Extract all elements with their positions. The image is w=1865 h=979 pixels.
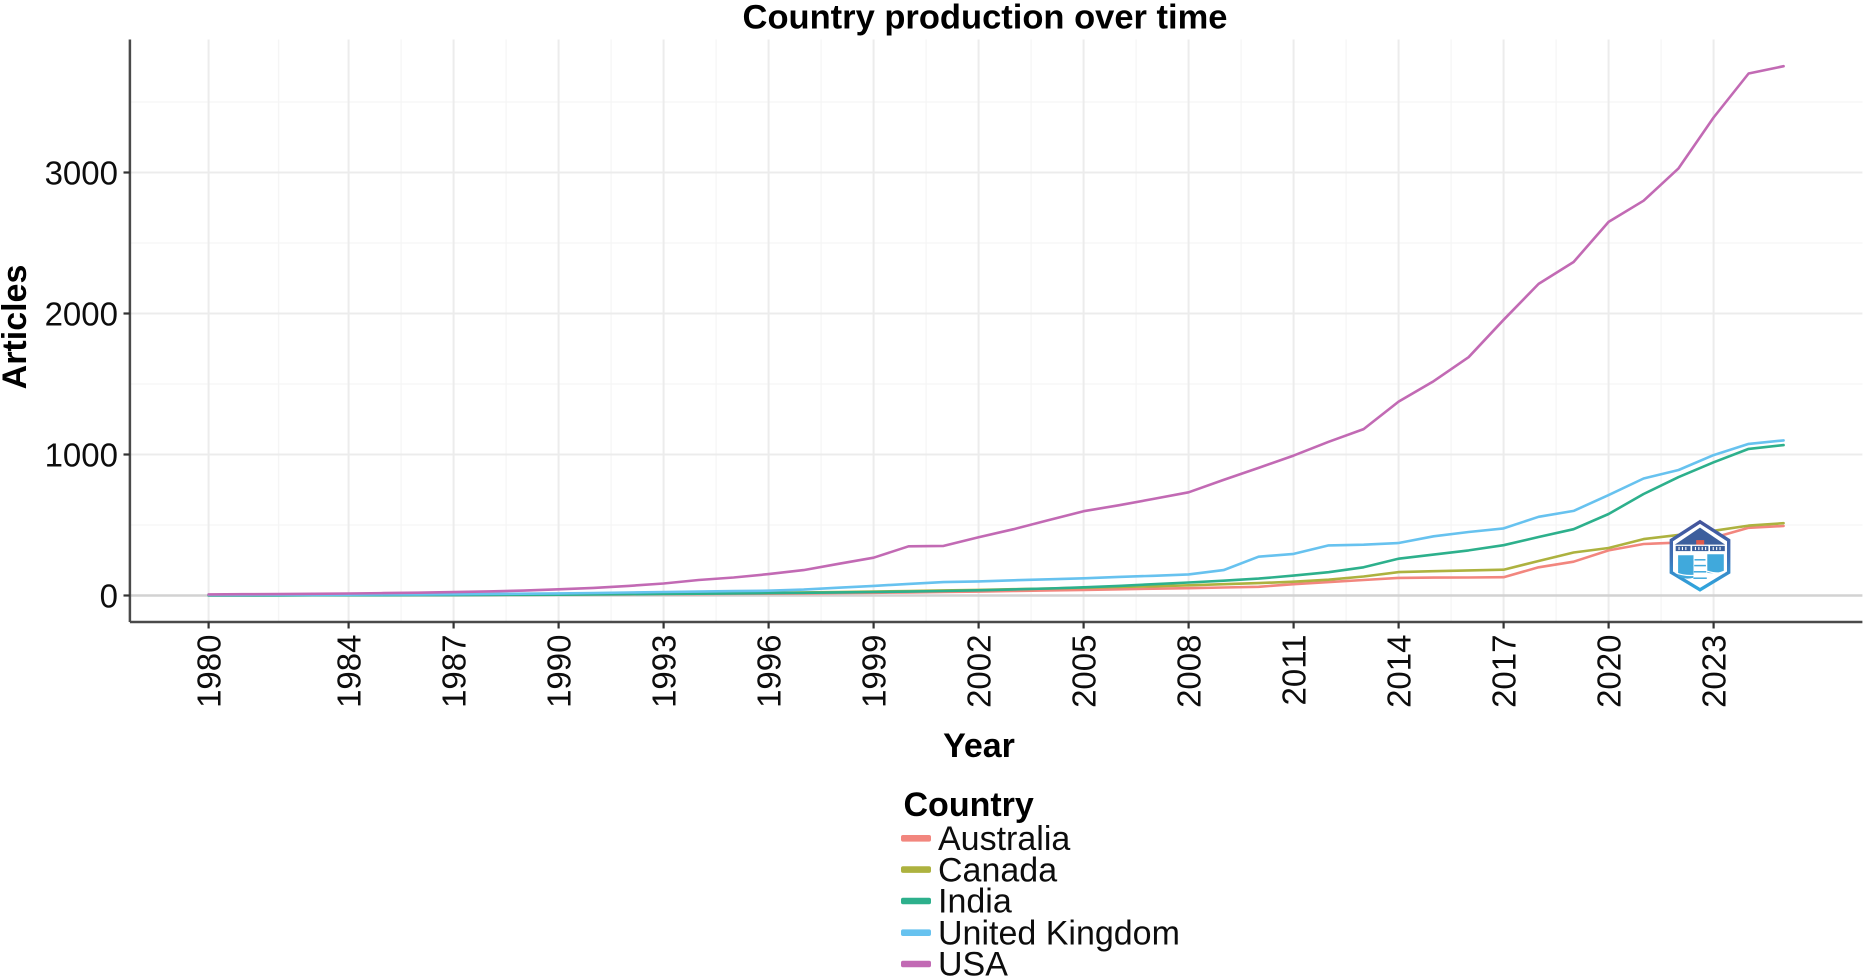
svg-text:2000: 2000 [45,295,118,332]
svg-text:Country: Country [904,786,1034,824]
svg-text:2020: 2020 [1591,635,1628,708]
svg-text:3000: 3000 [45,154,118,191]
svg-text:USA: USA [938,946,1008,979]
svg-text:0: 0 [100,577,118,614]
svg-text:India: India [938,883,1012,921]
svg-text:2005: 2005 [1066,635,1103,708]
svg-text:1000: 1000 [45,436,118,473]
svg-text:1984: 1984 [331,635,368,708]
svg-text:Articles: Articles [0,265,34,390]
svg-text:Country production over time: Country production over time [743,0,1228,36]
svg-text:1987: 1987 [436,635,473,708]
svg-text:2017: 2017 [1486,635,1523,708]
svg-text:1999: 1999 [856,635,893,708]
svg-text:2014: 2014 [1381,635,1418,708]
svg-text:United Kingdom: United Kingdom [938,914,1180,952]
svg-text:1990: 1990 [541,635,578,708]
svg-text:Year: Year [943,727,1015,765]
svg-text:2023: 2023 [1696,635,1733,708]
svg-text:2002: 2002 [961,635,998,708]
svg-text:1996: 1996 [751,635,788,708]
svg-text:2011: 2011 [1276,635,1313,706]
svg-text:Canada: Canada [938,851,1057,889]
svg-text:1980: 1980 [191,635,228,708]
svg-text:2008: 2008 [1171,635,1208,708]
svg-text:Australia: Australia [938,820,1070,858]
svg-text:1993: 1993 [646,635,683,708]
